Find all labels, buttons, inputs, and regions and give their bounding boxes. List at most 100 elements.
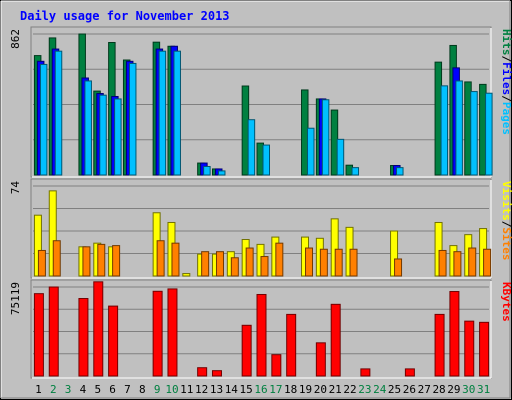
- legend-entry: Hits: [500, 29, 512, 56]
- bar-kbytes: [33, 293, 44, 377]
- bar-sites: [245, 247, 254, 277]
- bar-pages: [470, 91, 478, 176]
- bar-pages: [351, 167, 360, 176]
- bar-sites: [201, 251, 210, 277]
- bar-pages: [247, 119, 256, 176]
- bar-kbytes: [108, 305, 119, 377]
- x-tick-label: 26: [403, 383, 416, 396]
- bar-kbytes: [286, 313, 297, 377]
- x-tick-label: 15: [240, 383, 253, 396]
- bar-pages: [203, 165, 211, 176]
- bar-kbytes: [48, 286, 59, 377]
- bar-sites: [319, 248, 328, 277]
- series-sites: [37, 240, 492, 277]
- bar-pages: [485, 92, 493, 176]
- x-tick-label: 25: [388, 383, 401, 396]
- x-tick-label: 1: [35, 383, 42, 396]
- x-tick-label: 21: [329, 383, 342, 396]
- x-tick-label: 24: [373, 383, 387, 396]
- bar-sites: [82, 246, 91, 277]
- x-tick-label: 29: [447, 383, 460, 396]
- bar-sites: [438, 249, 447, 277]
- bar-sites: [97, 243, 106, 277]
- bar-sites: [215, 251, 224, 277]
- x-tick-label: 11: [180, 383, 193, 396]
- series-pages: [39, 50, 493, 176]
- x-tick-label: 19: [299, 383, 312, 396]
- bar-pages: [114, 98, 122, 176]
- x-tick-label: 18: [284, 383, 297, 396]
- panel-max-label: 75119: [9, 282, 22, 315]
- panel-legend: Visits/Sites: [500, 181, 512, 261]
- bar-kbytes: [479, 321, 490, 377]
- bar-kbytes: [271, 354, 282, 377]
- bar-pages: [336, 138, 345, 176]
- bar-pages: [84, 80, 92, 176]
- bar-pages: [158, 50, 167, 176]
- bar-kbytes: [360, 368, 371, 377]
- x-tick-label: 13: [210, 383, 223, 396]
- bar-pages: [173, 50, 181, 176]
- bar-kbytes: [93, 281, 104, 377]
- x-tick-label: 31: [477, 383, 490, 396]
- panel-hits-files-pages: 862 Hits/Files/Pages: [9, 26, 512, 178]
- x-tick-label: 2: [50, 383, 57, 396]
- panel-legend: Hits/Files/Pages: [500, 29, 512, 135]
- bar-kbytes: [256, 293, 267, 377]
- x-tick-label: 30: [462, 383, 475, 396]
- series-kbytes: [33, 281, 490, 377]
- x-axis-day-labels: 1 2 3 4 5 6 7 8 9 10 11 12 13 14 15 16 17 18 19 20 21 22 23 24 2…: [35, 383, 490, 396]
- x-tick-label: 3: [65, 383, 72, 396]
- bar-kbytes: [78, 298, 89, 377]
- x-tick-label: 12: [195, 383, 208, 396]
- bar-sites: [483, 248, 492, 277]
- bar-sites: [394, 258, 403, 277]
- bar-kbytes: [464, 320, 475, 377]
- legend-entry: Pages: [500, 102, 512, 135]
- bar-pages: [262, 144, 270, 176]
- bar-kbytes: [167, 288, 178, 377]
- x-tick-label: 4: [80, 383, 87, 396]
- x-tick-label: 23: [358, 383, 371, 396]
- bar-kbytes: [330, 303, 341, 377]
- x-tick-label: 22: [343, 383, 356, 396]
- bar-kbytes: [197, 367, 208, 377]
- bar-sites: [468, 247, 477, 277]
- bar-kbytes: [315, 342, 326, 377]
- bar-sites: [171, 242, 180, 277]
- bar-kbytes: [152, 290, 163, 377]
- panel-legend: KBytes: [500, 282, 512, 322]
- bar-sites: [260, 256, 269, 277]
- legend-entry: Files: [500, 62, 512, 95]
- bar-pages: [307, 127, 315, 176]
- x-tick-label: 6: [109, 383, 116, 396]
- bar-sites: [334, 248, 343, 277]
- bar-pages: [455, 80, 463, 176]
- legend-separator: /: [500, 95, 512, 102]
- x-tick-label: 10: [165, 383, 178, 396]
- bar-pages: [217, 170, 226, 176]
- bar-kbytes: [404, 368, 415, 377]
- bar-pages: [39, 63, 48, 176]
- x-tick-label: 20: [314, 383, 327, 396]
- bar-pages: [440, 85, 449, 176]
- bar-sites: [156, 240, 165, 277]
- bar-sites: [230, 257, 239, 277]
- legend-separator: /: [500, 56, 512, 63]
- x-tick-label: 14: [225, 383, 239, 396]
- x-tick-label: 5: [94, 383, 101, 396]
- panel-visits-sites: 74 Visits/Sites: [9, 178, 512, 279]
- bar-sites: [52, 240, 61, 277]
- legend-entry: Visits: [500, 181, 512, 221]
- bar-pages: [321, 99, 330, 176]
- legend-entry: KBytes: [500, 282, 512, 322]
- x-tick-label: 17: [269, 383, 282, 396]
- panel-max-label: 862: [9, 29, 22, 49]
- bar-sites: [305, 247, 314, 277]
- x-tick-label: 9: [154, 383, 161, 396]
- x-tick-label: 28: [432, 383, 445, 396]
- legend-entry: Sites: [500, 227, 512, 260]
- x-tick-label: 27: [418, 383, 431, 396]
- bar-pages: [128, 62, 137, 176]
